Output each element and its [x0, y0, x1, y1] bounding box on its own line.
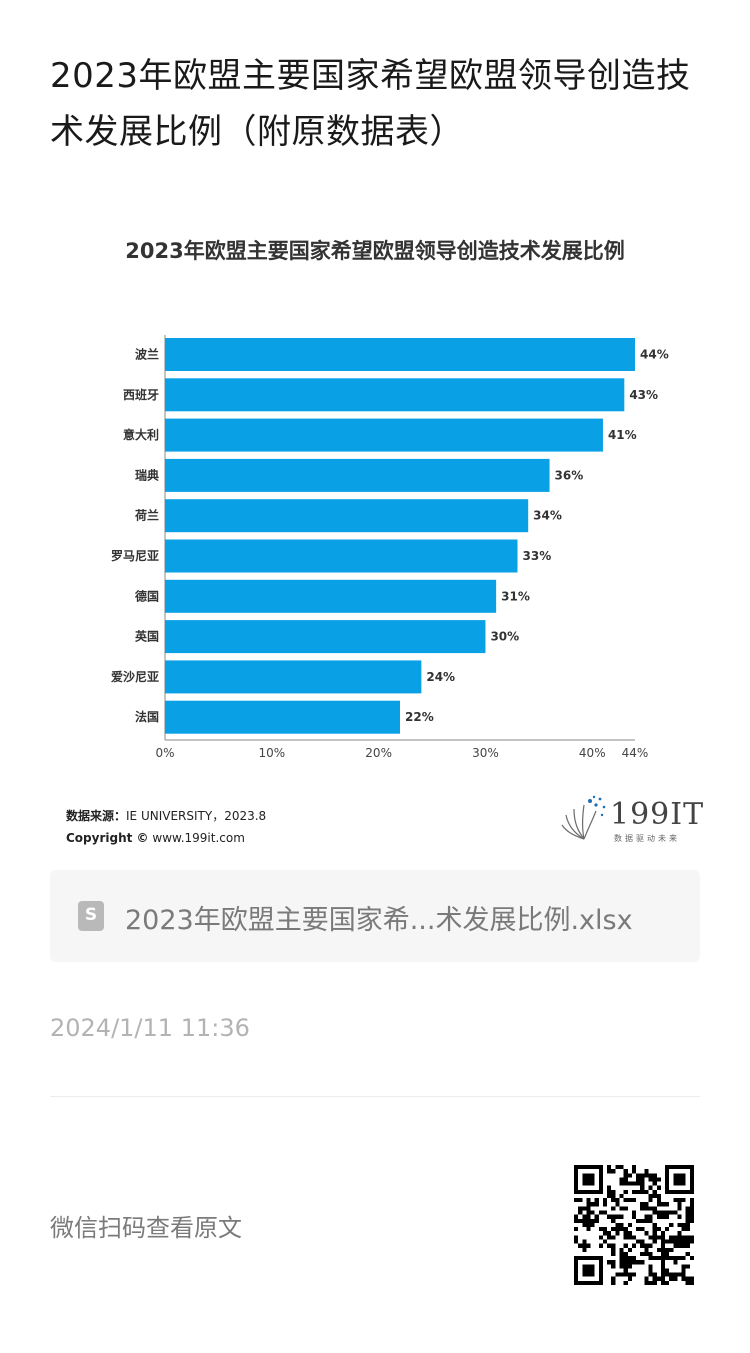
value-label-5: 33%	[523, 549, 552, 563]
source-label: 数据来源：	[66, 809, 127, 823]
category-label-2: 意大利	[123, 427, 159, 442]
value-label-8: 24%	[426, 670, 455, 684]
dandelion-icon	[561, 795, 606, 840]
brand-text: 199IT	[610, 797, 705, 832]
bar-chart: 波兰 44% 西班牙 43% 意大利 41% 瑞典 36% 荷兰 34% 罗马尼亚 33% 德国 31% 英…	[111, 335, 669, 760]
bar-6	[165, 579, 497, 613]
category-label-4: 荷兰	[134, 508, 159, 523]
value-label-1: 43%	[629, 388, 658, 402]
bar-5	[165, 539, 518, 573]
x-tick-label-4: 40%	[579, 746, 606, 760]
value-label-9: 22%	[405, 710, 434, 724]
spreadsheet-file-icon: S	[78, 901, 104, 931]
brand-logo: 199IT 数据驱动未来	[560, 795, 703, 845]
value-label-0: 44%	[640, 348, 669, 362]
x-tick-label-3: 30%	[472, 746, 499, 760]
x-tick-label-0: 0%	[155, 746, 174, 760]
attachment-filename[interactable]: 2023年欧盟主要国家希...术发展比例.xlsx	[125, 905, 633, 936]
category-label-0: 波兰	[135, 347, 159, 362]
value-label-2: 41%	[608, 428, 637, 442]
bar-3	[165, 458, 550, 492]
copyright-value: www.199it.com	[152, 831, 245, 845]
value-label-7: 30%	[490, 630, 519, 644]
bar-9	[165, 700, 400, 734]
bar-7	[165, 620, 486, 654]
file-icon-glyph: S	[84, 905, 98, 925]
category-label-1: 西班牙	[123, 387, 159, 402]
value-label-6: 31%	[501, 589, 530, 603]
category-label-5: 罗马尼亚	[111, 548, 159, 563]
category-label-6: 德国	[135, 588, 159, 603]
divider	[50, 1096, 700, 1097]
category-label-8: 爱沙尼亚	[111, 669, 159, 684]
x-tick-label-2: 20%	[365, 746, 392, 760]
source-value: IE UNIVERSITY，2023.8	[126, 809, 267, 823]
scan-to-view-text: 微信扫码查看原文	[50, 1214, 242, 1242]
publish-timestamp: 2024/1/11 11:36	[50, 1014, 250, 1042]
value-label-3: 36%	[555, 468, 584, 482]
value-label-4: 34%	[533, 509, 562, 523]
chart-card: 2023年欧盟主要国家希望欧盟领导创造技术发展比例 波兰 44% 西班牙 43% 意大利…	[50, 215, 710, 860]
category-label-9: 法国	[135, 709, 159, 724]
bar-1	[165, 378, 625, 412]
qr-code-icon[interactable]	[574, 1165, 694, 1285]
page-title: 2023年欧盟主要国家希望欧盟领导创造技术发展比例（附原数据表）	[50, 56, 691, 152]
bar-4	[165, 499, 529, 533]
category-label-7: 英国	[135, 629, 159, 644]
category-label-3: 瑞典	[135, 467, 159, 482]
bar-0	[165, 338, 635, 371]
chart-title: 2023年欧盟主要国家希望欧盟领导创造技术发展比例	[125, 239, 625, 263]
x-tick-label-5: 44%	[622, 746, 649, 760]
attachment-card[interactable]: S 2023年欧盟主要国家希...术发展比例.xlsx	[50, 870, 700, 962]
brand-tagline: 数据驱动未来	[614, 834, 680, 843]
copyright-label: Copyright ©	[66, 831, 149, 845]
x-tick-label-1: 10%	[258, 746, 285, 760]
brand-name: 199IT	[610, 797, 704, 832]
source-block: 数据来源：IE UNIVERSITY，2023.8 Copyright © ww…	[66, 805, 266, 849]
bar-2	[165, 418, 603, 452]
bar-8	[165, 660, 422, 694]
